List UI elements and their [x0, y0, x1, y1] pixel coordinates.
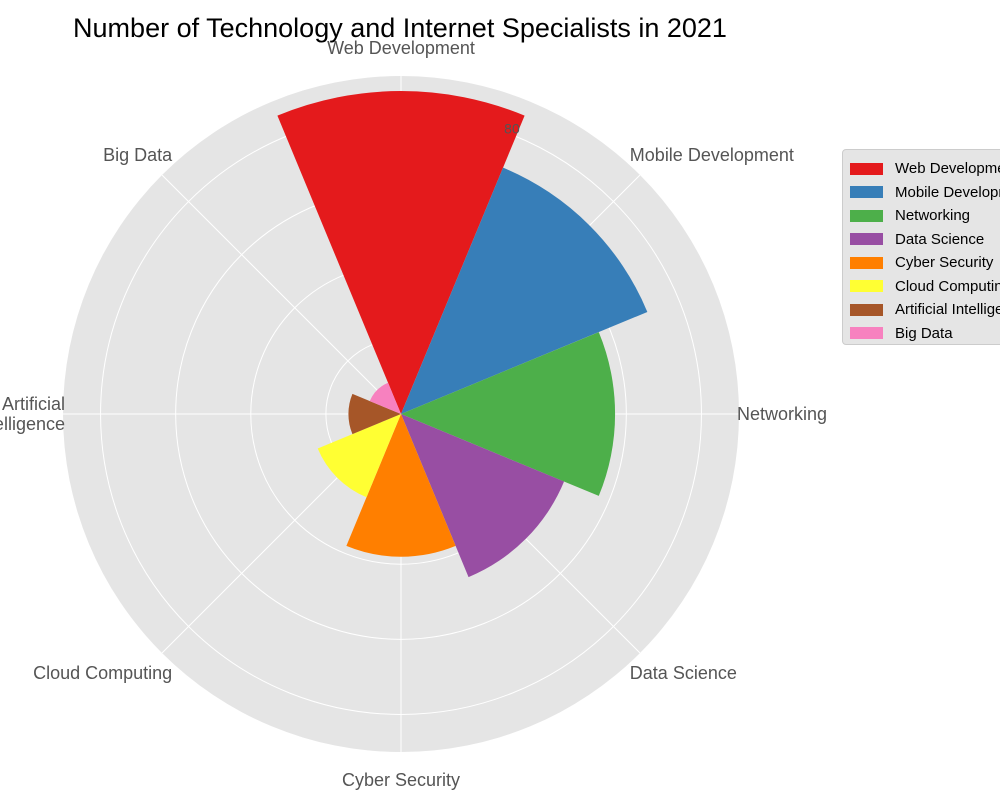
- legend-label: Web Development: [895, 160, 1000, 178]
- bar-data-science: [401, 414, 565, 578]
- category-label: Mobile Development: [630, 145, 794, 165]
- legend-swatch: [850, 280, 883, 293]
- legend-label: Cloud Computing: [895, 277, 1000, 295]
- category-label: ArtificialIntelligence: [0, 394, 65, 434]
- chart-title: Number of Technology and Internet Specia…: [73, 13, 727, 43]
- bar-big-data: [369, 382, 401, 414]
- legend-label: Mobile Development: [895, 183, 1000, 201]
- legend-swatch: [850, 303, 883, 316]
- bar-web-development: [277, 91, 525, 415]
- legend-item: Mobile Development: [850, 181, 1000, 205]
- legend-label: Big Data: [895, 324, 953, 342]
- bar-cloud-computing: [317, 414, 401, 498]
- legend-item: Networking: [850, 204, 1000, 228]
- category-label: Cyber Security: [342, 770, 460, 790]
- category-label: Big Data: [103, 145, 173, 165]
- radial-tick-labels: 80: [504, 120, 520, 136]
- bar-cyber-security: [346, 414, 456, 557]
- legend-label: Data Science: [895, 230, 985, 248]
- legend-item: Artificial Intelligence: [850, 298, 1000, 322]
- legend-item: Web Development: [850, 157, 1000, 181]
- bar-mobile-development: [401, 167, 648, 414]
- legend-item: Cyber Security: [850, 251, 1000, 275]
- bar-artificial-intelligence: [348, 393, 401, 435]
- category-label: Cloud Computing: [33, 663, 172, 683]
- legend-swatch: [850, 162, 883, 175]
- legend-label: Artificial Intelligence: [895, 301, 1000, 319]
- legend-label: Cyber Security: [895, 254, 994, 272]
- category-label: Web Development: [327, 38, 475, 58]
- category-labels: Web Development Mobile Development Network…: [0, 38, 827, 790]
- legend: Web Development Mobile Development Network…: [842, 149, 1000, 345]
- category-label: Networking: [737, 404, 827, 424]
- legend-swatch: [850, 256, 883, 269]
- bar-networking: [401, 332, 616, 496]
- polar-bars: [277, 91, 648, 578]
- legend-item: Big Data: [850, 322, 1000, 345]
- legend-label: Networking: [895, 207, 971, 225]
- r-tick-label: 80: [504, 120, 520, 136]
- legend-swatch: [850, 209, 883, 222]
- grid-spoke: [161, 174, 402, 415]
- legend-swatch: [850, 186, 883, 199]
- legend-item: Cloud Computing: [850, 275, 1000, 299]
- category-label: Data Science: [630, 663, 737, 683]
- legend-item: Data Science: [850, 228, 1000, 252]
- legend-swatch: [850, 233, 883, 246]
- legend-swatch: [850, 327, 883, 340]
